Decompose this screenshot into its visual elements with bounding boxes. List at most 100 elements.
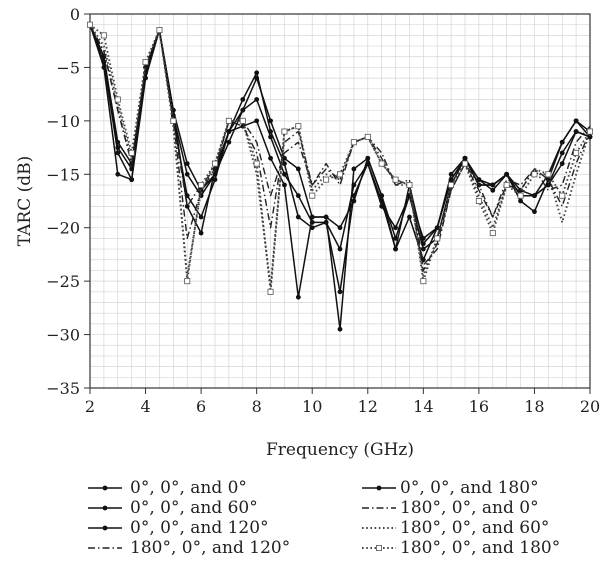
data-point-marker bbox=[587, 128, 594, 135]
data-point-marker bbox=[295, 123, 302, 130]
x-tick-label: 16 bbox=[469, 397, 489, 416]
data-point-marker bbox=[226, 129, 232, 134]
data-point-marker bbox=[268, 134, 273, 140]
data-point-marker bbox=[240, 107, 246, 113]
data-point-marker bbox=[295, 193, 301, 199]
data-point-marker bbox=[490, 187, 496, 193]
legend-label: 0°, 0°, and 120° bbox=[130, 518, 269, 538]
data-point-marker bbox=[114, 96, 121, 103]
series-8 bbox=[87, 21, 594, 295]
y-tick-label: −20 bbox=[46, 219, 80, 238]
y-tick-label: 0 bbox=[70, 5, 80, 24]
x-tick-label: 18 bbox=[524, 397, 544, 416]
data-point-marker bbox=[115, 150, 121, 156]
data-point-marker bbox=[226, 139, 232, 145]
data-point-marker bbox=[504, 171, 510, 177]
data-point-marker bbox=[268, 118, 273, 124]
data-point-marker bbox=[254, 70, 260, 76]
legend-entry-7: 180°, 0°, and 120° bbox=[88, 538, 290, 558]
data-point-marker bbox=[503, 181, 510, 188]
data-point-marker bbox=[156, 27, 163, 34]
y-tick-label: −15 bbox=[46, 165, 80, 184]
data-point-marker bbox=[184, 203, 190, 209]
data-point-marker bbox=[337, 246, 343, 252]
data-point-marker bbox=[267, 288, 274, 295]
data-point-marker bbox=[295, 166, 301, 172]
x-tick-label: 8 bbox=[252, 397, 262, 416]
data-point-marker bbox=[198, 181, 205, 188]
data-point-marker bbox=[87, 21, 94, 28]
data-point-marker bbox=[434, 225, 440, 231]
data-point-marker bbox=[100, 32, 107, 39]
data-point-marker bbox=[295, 294, 301, 300]
data-point-marker bbox=[102, 525, 108, 531]
data-point-marker bbox=[573, 149, 580, 156]
data-point-marker bbox=[545, 171, 552, 178]
data-point-marker bbox=[475, 197, 482, 204]
legend-label: 180°, 0°, and 180° bbox=[400, 538, 560, 558]
data-point-marker bbox=[101, 65, 107, 70]
data-point-marker bbox=[350, 139, 357, 146]
data-point-marker bbox=[282, 182, 287, 188]
data-point-marker bbox=[337, 289, 343, 295]
legend-label: 0°, 0°, and 0° bbox=[130, 478, 247, 498]
data-point-marker bbox=[573, 118, 579, 124]
data-point-marker bbox=[184, 161, 190, 167]
data-point-marker bbox=[476, 177, 482, 183]
data-point-marker bbox=[518, 198, 523, 204]
data-point-marker bbox=[559, 150, 565, 156]
data-point-marker bbox=[254, 97, 260, 102]
y-axis-title: TARC (dB) bbox=[15, 156, 35, 247]
data-point-marker bbox=[420, 246, 426, 252]
data-point-marker bbox=[212, 177, 218, 183]
data-point-marker bbox=[393, 236, 398, 241]
series-layer bbox=[87, 21, 594, 332]
legend-label: 180°, 0°, and 60° bbox=[400, 518, 549, 538]
legend-entry-5: 180°, 0°, and 0° bbox=[362, 498, 539, 518]
data-point-marker bbox=[281, 128, 288, 135]
data-point-marker bbox=[115, 145, 121, 150]
data-point-marker bbox=[102, 505, 108, 511]
data-point-marker bbox=[170, 117, 177, 124]
data-point-marker bbox=[379, 203, 385, 209]
data-point-marker bbox=[184, 171, 190, 177]
data-point-marker bbox=[420, 278, 427, 285]
data-point-marker bbox=[448, 177, 454, 183]
data-point-marker bbox=[129, 177, 135, 183]
data-point-marker bbox=[184, 278, 191, 285]
data-point-marker bbox=[336, 171, 343, 178]
data-point-marker bbox=[406, 181, 413, 188]
data-point-marker bbox=[337, 326, 343, 332]
legend: 0°, 0°, and 0°0°, 0°, and 60°0°, 0°, and… bbox=[88, 478, 560, 558]
data-point-marker bbox=[532, 193, 537, 199]
legend-entry-3: 0°, 0°, and 120° bbox=[88, 518, 269, 538]
axis-ticks: 2 4 6 8 10 12 14 16 18 20 0 −5 −10 −15 −20 −25 −30 −35 bbox=[46, 5, 600, 416]
data-point-marker bbox=[375, 545, 382, 552]
data-point-marker bbox=[489, 230, 496, 237]
legend-entry-4: 0°, 0°, and 180° bbox=[362, 478, 539, 498]
data-point-marker bbox=[115, 171, 121, 177]
x-tick-label: 10 bbox=[302, 397, 322, 416]
data-point-marker bbox=[376, 485, 382, 491]
data-point-marker bbox=[351, 193, 357, 199]
y-tick-label: −30 bbox=[46, 326, 80, 345]
data-point-marker bbox=[545, 182, 551, 188]
data-point-marker bbox=[531, 171, 538, 178]
data-point-marker bbox=[393, 225, 398, 231]
data-point-marker bbox=[392, 176, 399, 183]
data-point-marker bbox=[254, 118, 260, 124]
data-point-marker bbox=[448, 171, 454, 177]
legend-entry-1: 0°, 0°, and 0° bbox=[88, 478, 247, 498]
data-point-marker bbox=[461, 160, 468, 167]
data-point-marker bbox=[198, 214, 204, 220]
data-point-marker bbox=[532, 209, 537, 215]
legend-entry-2: 0°, 0°, and 60° bbox=[88, 498, 258, 518]
data-point-marker bbox=[434, 235, 441, 242]
data-point-marker bbox=[462, 155, 468, 161]
x-tick-label: 4 bbox=[140, 397, 150, 416]
data-point-marker bbox=[239, 117, 246, 124]
data-point-marker bbox=[559, 139, 565, 145]
legend-label: 0°, 0°, and 180° bbox=[400, 478, 539, 498]
data-point-marker bbox=[364, 133, 371, 140]
